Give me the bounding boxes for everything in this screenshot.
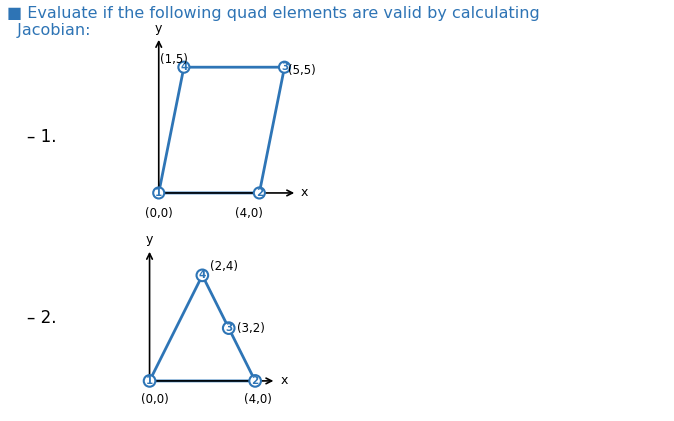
- Text: ■ Evaluate if the following quad elements are valid by calculating: ■ Evaluate if the following quad element…: [7, 6, 539, 21]
- Text: (3,2): (3,2): [237, 322, 264, 335]
- Circle shape: [223, 322, 235, 334]
- Circle shape: [144, 375, 156, 387]
- Text: 2: 2: [255, 188, 263, 198]
- Text: (0,0): (0,0): [145, 207, 173, 220]
- Text: 3: 3: [281, 62, 288, 72]
- Text: x: x: [280, 374, 288, 387]
- Circle shape: [254, 187, 265, 198]
- Text: 1: 1: [146, 376, 153, 386]
- Text: 1: 1: [155, 188, 162, 198]
- Text: (5,5): (5,5): [288, 64, 316, 77]
- Text: (1,5): (1,5): [160, 53, 188, 66]
- Text: x: x: [301, 187, 308, 200]
- Circle shape: [153, 187, 164, 198]
- Circle shape: [197, 269, 208, 281]
- Text: (2,4): (2,4): [210, 260, 239, 273]
- Text: 4: 4: [180, 62, 187, 72]
- Text: 3: 3: [225, 323, 233, 333]
- Text: (4,0): (4,0): [244, 393, 272, 406]
- Text: – 1.: – 1.: [27, 128, 57, 146]
- Text: 2: 2: [251, 376, 259, 386]
- Text: Jacobian:: Jacobian:: [7, 23, 90, 38]
- Circle shape: [279, 61, 290, 73]
- Text: y: y: [155, 21, 162, 35]
- Circle shape: [179, 61, 189, 73]
- Text: – 2.: – 2.: [27, 309, 57, 327]
- Text: 4: 4: [199, 270, 206, 280]
- Text: (4,0): (4,0): [235, 207, 264, 220]
- Text: (0,0): (0,0): [141, 393, 168, 406]
- Circle shape: [249, 375, 261, 387]
- Text: y: y: [146, 233, 153, 246]
